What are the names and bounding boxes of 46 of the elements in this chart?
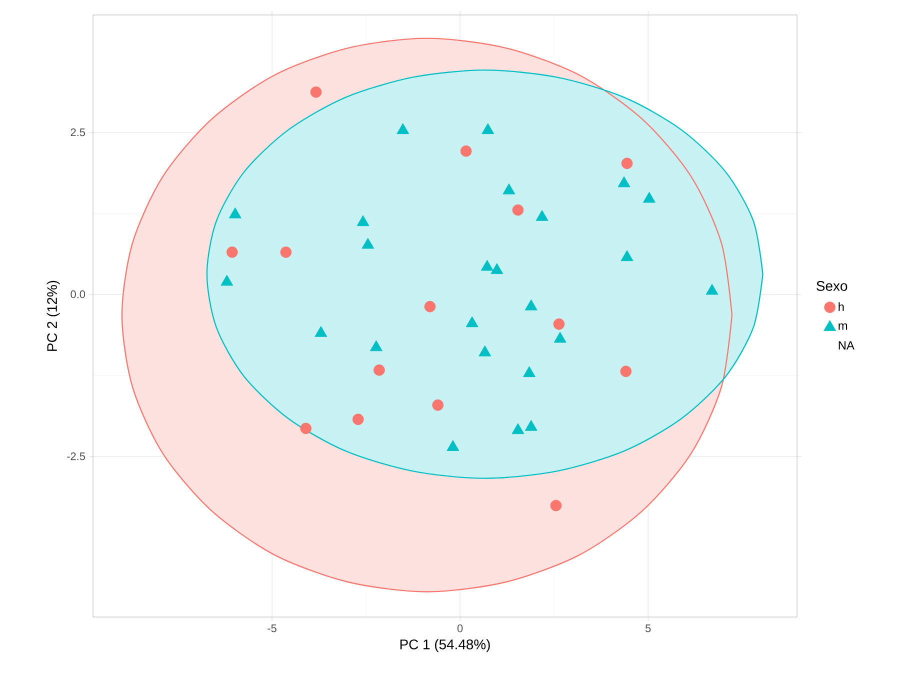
point bbox=[356, 215, 370, 226]
point bbox=[620, 250, 634, 262]
point bbox=[478, 345, 492, 356]
text: NA bbox=[838, 341, 854, 350]
legend-title: Sexo bbox=[816, 281, 848, 291]
point bbox=[618, 176, 630, 188]
point bbox=[280, 246, 292, 258]
point bbox=[424, 300, 436, 312]
point bbox=[523, 366, 536, 378]
y-tick-label: 2.5 bbox=[70, 128, 86, 136]
point bbox=[524, 420, 538, 431]
x-tick-label: 0 bbox=[457, 624, 463, 632]
point bbox=[554, 332, 566, 343]
point bbox=[536, 210, 548, 221]
point bbox=[314, 326, 328, 337]
point bbox=[480, 260, 494, 271]
point bbox=[374, 364, 385, 376]
point bbox=[370, 340, 382, 352]
x-axis-title: PC 1 (54.48%) bbox=[400, 639, 490, 652]
point bbox=[524, 299, 538, 310]
point bbox=[226, 246, 238, 258]
point bbox=[550, 500, 562, 512]
point bbox=[300, 422, 312, 434]
point bbox=[482, 123, 494, 134]
point bbox=[352, 414, 364, 426]
point bbox=[620, 366, 632, 378]
y-axis-title: PC 2 (12%) bbox=[46, 280, 60, 351]
y-tick-label: 0.0 bbox=[70, 290, 86, 298]
point bbox=[432, 399, 444, 411]
point bbox=[466, 316, 478, 328]
x-tick-label: -5 bbox=[268, 624, 276, 632]
point bbox=[220, 274, 234, 286]
y-tick-label: -2.5 bbox=[67, 452, 86, 460]
x-tick-label: 5 bbox=[645, 624, 651, 632]
point bbox=[362, 238, 374, 249]
point bbox=[502, 183, 516, 194]
point bbox=[396, 123, 410, 134]
point bbox=[490, 263, 504, 274]
point bbox=[228, 207, 242, 218]
point bbox=[642, 192, 656, 203]
point bbox=[446, 440, 460, 451]
legend-label: h bbox=[838, 302, 844, 311]
legend-label: m bbox=[838, 323, 848, 330]
point bbox=[553, 318, 565, 330]
point bbox=[706, 284, 718, 295]
point bbox=[512, 423, 524, 434]
